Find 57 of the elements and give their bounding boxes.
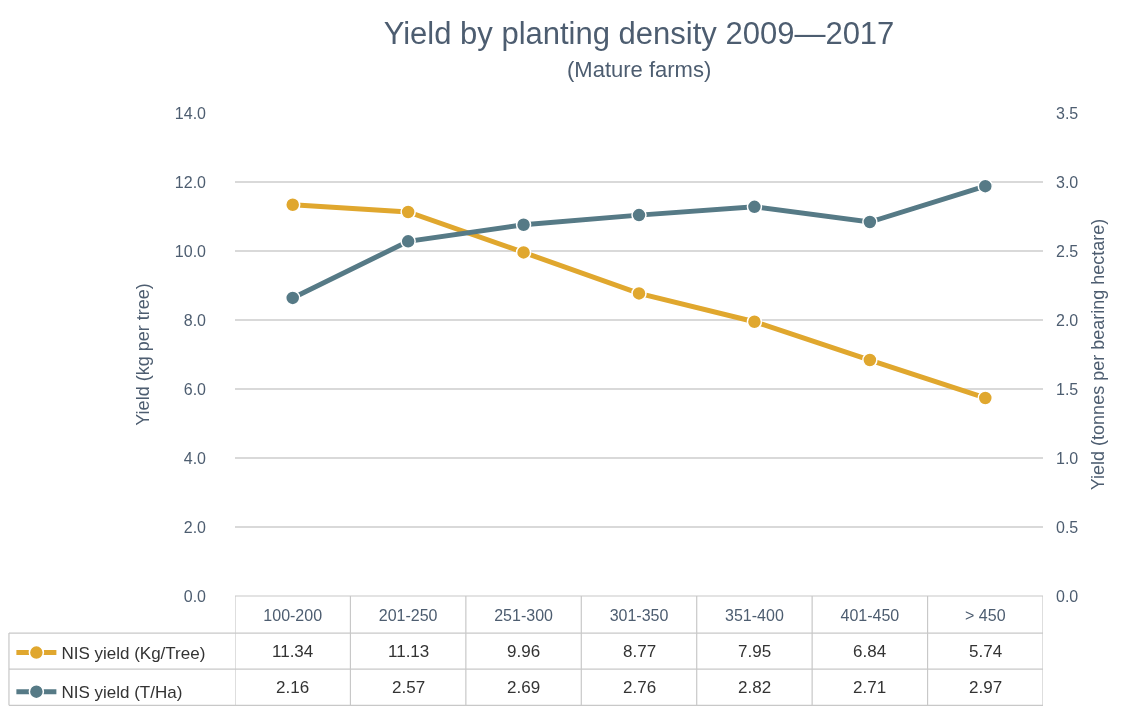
data-label: 2.76 [623, 678, 657, 697]
y2-tick-label: 1.0 [1056, 449, 1079, 467]
y2-axis-title: Yield (tonnes per bearing hectare) [1088, 218, 1109, 491]
data-label: 2.97 [969, 678, 1003, 697]
data-label: 2.82 [738, 678, 772, 697]
data-label: 2.57 [392, 678, 426, 697]
legend-label: NIS yield (T/Ha) [61, 683, 183, 703]
data-label: 11.13 [388, 642, 430, 661]
x-tick-label: > 450 [965, 607, 1006, 624]
y2-tick-label: 3.5 [1056, 104, 1079, 122]
y-tick-label: 14.0 [174, 104, 207, 122]
legend-label: NIS yield (Kg/Tree) [61, 644, 206, 664]
data-label: 9.96 [507, 642, 541, 661]
x-tick-label: 251-300 [494, 607, 554, 624]
point [284, 290, 301, 306]
point [515, 244, 532, 261]
data-label: 2.69 [507, 678, 541, 697]
y-tick-label: 6.0 [183, 380, 207, 398]
x-tick-label: 201-250 [378, 607, 438, 624]
point [862, 352, 878, 368]
chart-title: Yield by planting density 2009—2017 [383, 15, 895, 51]
point [631, 207, 647, 223]
y2-tick-label: 0.0 [1056, 587, 1079, 605]
point [400, 204, 416, 220]
y-tick-label: 2.0 [183, 518, 207, 536]
y-tick-label: 4.0 [183, 449, 207, 467]
data-label: 8.77 [623, 642, 657, 661]
point [862, 214, 878, 230]
point [746, 313, 763, 330]
y2-tick-label: 2.0 [1056, 311, 1079, 329]
y2-tick-label: 0.5 [1056, 518, 1079, 536]
x-tick-label: 301-350 [609, 607, 669, 624]
data-label: 2.16 [276, 678, 310, 697]
x-tick-label: 351-400 [725, 607, 784, 624]
y-tick-label: 8.0 [183, 311, 207, 329]
x-tick-label: 401-450 [840, 607, 900, 624]
point [977, 390, 994, 406]
y-tick-label: 0.0 [183, 587, 207, 605]
y2-tick-label: 1.5 [1056, 380, 1079, 398]
point [515, 217, 532, 233]
point [631, 285, 647, 302]
data-label: 7.95 [738, 642, 772, 661]
y2-tick-label: 2.5 [1056, 242, 1079, 260]
y-tick-label: 10.0 [174, 242, 207, 260]
data-label: 11.34 [272, 642, 314, 661]
y2-tick-label: 3.0 [1056, 173, 1079, 191]
point [400, 233, 416, 250]
y-tick-label: 12.0 [174, 173, 207, 191]
point [746, 199, 763, 215]
x-tick-label: 100-200 [263, 607, 323, 624]
point [977, 178, 994, 194]
point [284, 197, 301, 213]
data-label: 6.84 [853, 642, 887, 661]
data-label: 2.71 [853, 678, 887, 697]
y-axis-title: Yield (kg per tree) [133, 283, 154, 426]
data-label: 5.74 [969, 642, 1003, 661]
chart-subtitle: (Mature farms) [567, 57, 712, 82]
